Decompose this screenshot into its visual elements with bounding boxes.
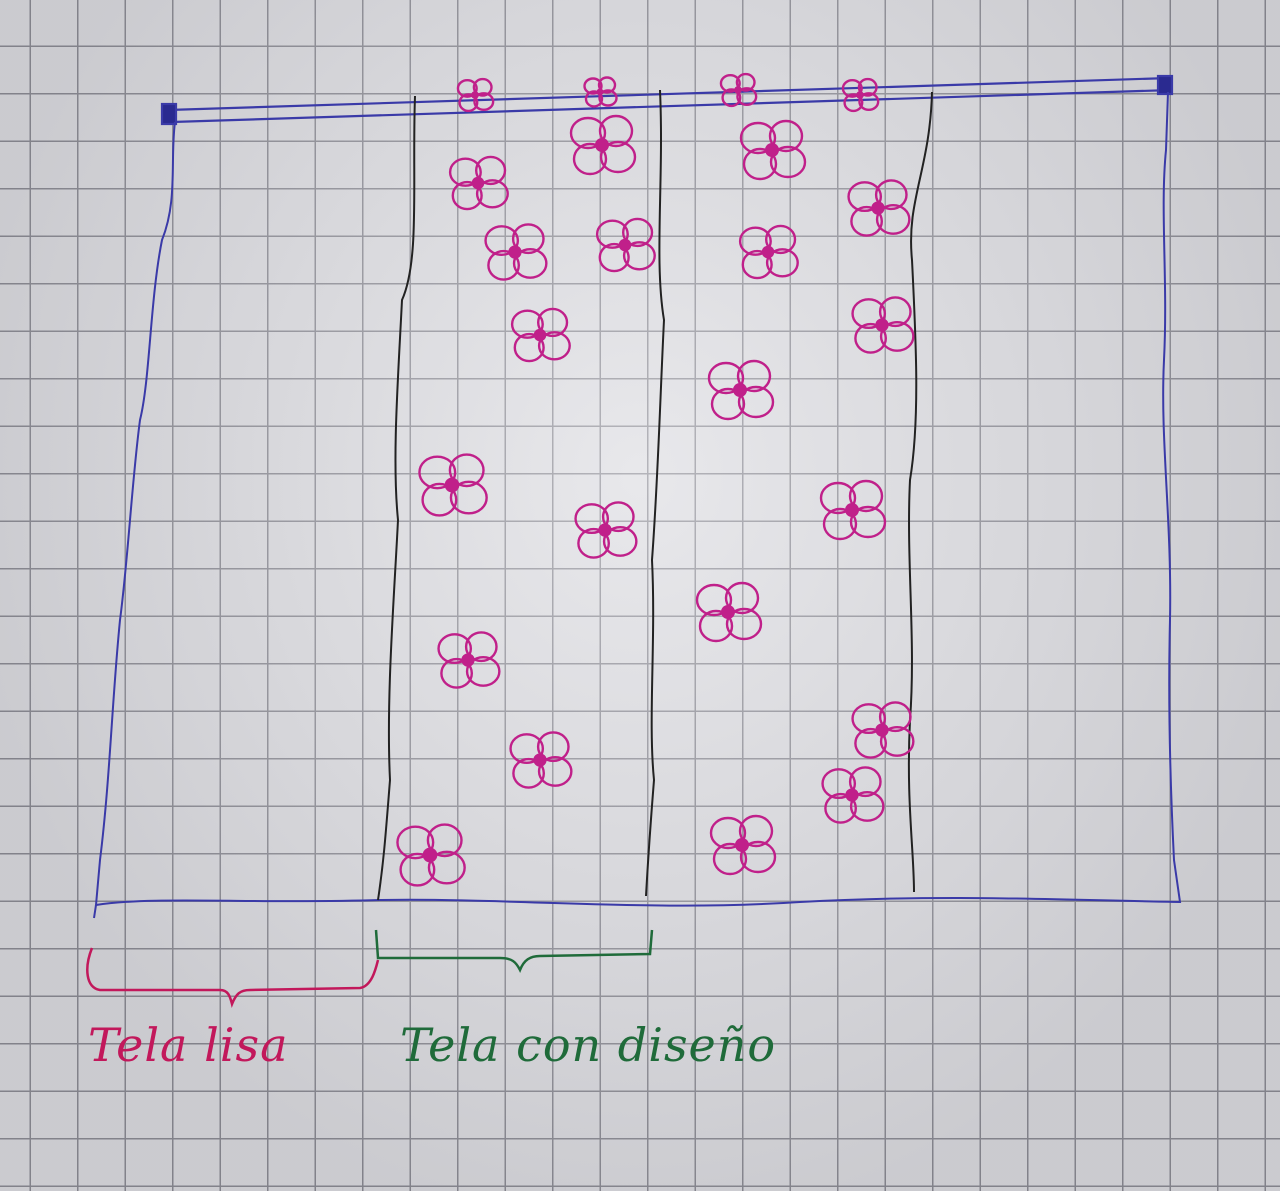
flower-icon — [396, 823, 466, 887]
flower-icon — [448, 155, 509, 211]
label-plain-fabric: Tela lisa — [88, 1018, 289, 1072]
bracket-pattern — [374, 929, 654, 974]
patterned-panels — [377, 89, 933, 901]
flower-icon — [695, 581, 763, 643]
flower-icon — [738, 224, 799, 280]
flower-icon — [437, 631, 501, 689]
flower-icon — [509, 731, 573, 789]
flower-icon — [574, 501, 638, 559]
flower-icon — [851, 701, 915, 759]
flower-icon — [569, 114, 637, 176]
plain-curtain-outline — [94, 91, 1182, 907]
flower-icon — [847, 179, 911, 237]
flower-icon — [456, 77, 495, 113]
curtain-rod-icon — [160, 74, 1174, 126]
flower-icon — [851, 296, 915, 354]
flower-icon — [739, 119, 807, 181]
flower-icon — [510, 307, 571, 363]
flower-icon — [821, 766, 885, 824]
label-patterned-fabric: Tela con diseño — [400, 1018, 777, 1072]
flower-icon — [709, 814, 777, 876]
flower-icon — [583, 76, 618, 108]
flower-icon — [819, 479, 887, 541]
flower-icon — [418, 453, 488, 517]
flower-icon — [707, 359, 775, 421]
flower-icon — [719, 72, 758, 108]
flower-icon — [595, 217, 656, 273]
bracket-plain — [86, 947, 380, 1009]
plain-curtain-tick — [93, 904, 97, 919]
flower-icon — [841, 77, 880, 113]
flower-pattern — [396, 72, 915, 887]
flower-icon — [484, 223, 548, 281]
